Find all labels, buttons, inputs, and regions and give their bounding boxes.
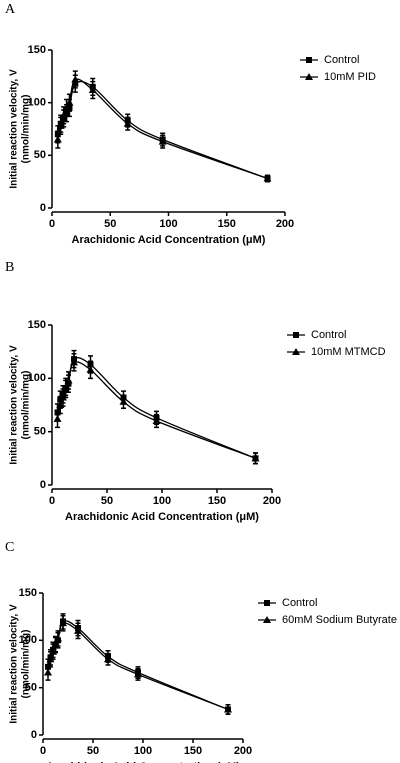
y-tick-label: 50 (34, 426, 46, 438)
marker-triangle (64, 376, 73, 384)
legend-label: Control (324, 54, 359, 66)
legend-marker (305, 73, 313, 80)
y-tick-label: 100 (28, 97, 46, 109)
y-axis-label: Initial reaction velocity, V (9, 69, 20, 189)
panel-label: C (5, 540, 14, 555)
marker-triangle (44, 668, 52, 676)
marker-triangle (59, 393, 67, 401)
x-axis-label: Arachidonic Acid Concentration (μM) (72, 234, 266, 246)
legend-marker (306, 57, 312, 63)
legend-marker (292, 348, 300, 355)
marker-triangle (56, 121, 65, 129)
marker-triangle (53, 135, 62, 143)
marker-triangle (119, 397, 128, 405)
y-tick-label: 0 (31, 729, 37, 741)
legend-label: Control (311, 329, 346, 341)
x-axis-label: Arachidonic Acid Concentration (μM) (65, 511, 259, 523)
y-axis-label: (nmol/min/mg) (21, 630, 32, 699)
marker-triangle (123, 119, 132, 127)
marker-triangle (59, 619, 67, 627)
marker-triangle (54, 634, 62, 642)
y-tick-label: 0 (40, 202, 46, 214)
y-axis-label: Initial reaction velocity, V (9, 604, 20, 724)
marker-triangle (263, 174, 272, 182)
y-axis-label: Initial reaction velocity, V (9, 345, 20, 465)
x-tick-label: 100 (153, 495, 171, 507)
fit-curve (57, 80, 268, 180)
x-tick-label: 50 (87, 745, 99, 757)
marker-triangle (158, 137, 167, 145)
y-axis-label: (nmol/min/mg) (21, 371, 32, 440)
marker-triangle (251, 454, 260, 462)
marker-triangle (74, 626, 82, 634)
x-tick-label: 50 (101, 495, 113, 507)
y-tick-label: 50 (25, 682, 37, 694)
y-tick-label: 150 (19, 587, 37, 599)
x-tick-label: 0 (49, 218, 55, 230)
x-tick-label: 100 (159, 218, 177, 230)
x-tick-label: 0 (40, 745, 46, 757)
x-tick-label: 200 (276, 218, 294, 230)
marker-triangle (134, 670, 142, 678)
x-tick-label: 200 (234, 745, 252, 757)
y-tick-label: 50 (34, 149, 46, 161)
y-tick-label: 100 (19, 634, 37, 646)
legend-label: Control (282, 597, 317, 609)
x-tick-label: 50 (104, 218, 116, 230)
legend-marker (264, 600, 270, 606)
marker-triangle (65, 98, 74, 106)
x-tick-label: 0 (49, 495, 55, 507)
y-tick-label: 0 (40, 479, 46, 491)
marker-triangle (104, 655, 112, 663)
legend-marker (293, 332, 299, 338)
x-tick-label: 100 (134, 745, 152, 757)
x-tick-label: 150 (208, 495, 226, 507)
panel-label: A (5, 2, 16, 17)
marker-triangle (62, 103, 71, 111)
marker-triangle (88, 86, 97, 94)
fit-curve (56, 361, 256, 459)
marker-triangle (71, 75, 80, 83)
legend-label: 10mM PID (324, 71, 376, 83)
marker-triangle (224, 705, 232, 713)
marker-triangle (53, 414, 62, 422)
fit-curve (57, 78, 268, 180)
y-tick-label: 150 (28, 44, 46, 56)
legend-label: 10mM MTMCD (311, 346, 386, 358)
y-axis-label: (nmol/min/mg) (21, 95, 32, 164)
fit-curve (47, 620, 229, 711)
legend-label: 60mM Sodium Butyrate (282, 614, 397, 626)
y-tick-label: 100 (28, 372, 46, 384)
marker-triangle (152, 417, 161, 424)
marker-triangle (86, 365, 95, 373)
y-tick-label: 150 (28, 319, 46, 331)
x-tick-label: 200 (263, 495, 281, 507)
marker-triangle (70, 358, 78, 366)
legend-marker (263, 616, 271, 623)
fit-curve (47, 622, 229, 711)
x-axis-label: Arachidonic Acid Concentration (μM) (46, 761, 240, 763)
panel-label: B (5, 260, 14, 275)
x-tick-label: 150 (218, 218, 236, 230)
x-tick-label: 150 (184, 745, 202, 757)
